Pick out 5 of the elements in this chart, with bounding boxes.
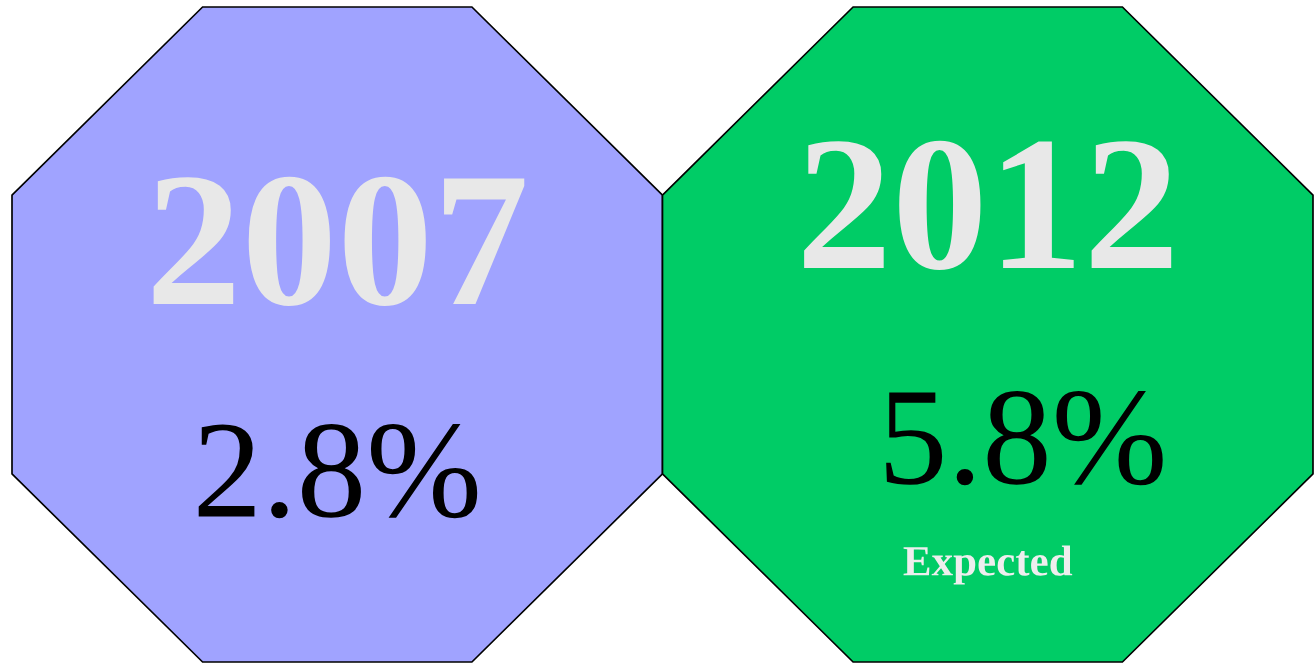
text: Expected: [903, 545, 1073, 585]
data-label: 5.8%: [886, 391, 1163, 486]
data-label: 2.8%: [198, 424, 478, 519]
category-label: 2012: [804, 140, 1172, 270]
category-label: 2007: [153, 176, 525, 306]
